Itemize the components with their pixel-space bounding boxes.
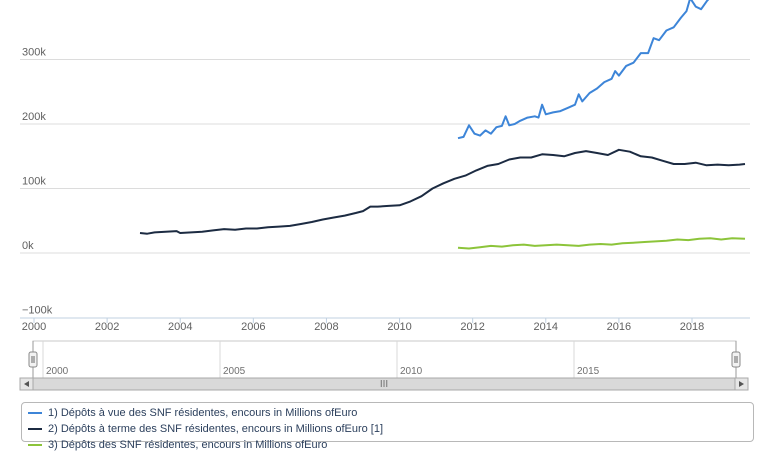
x-tick-label: 2012 xyxy=(460,321,484,333)
x-tick-label: 2010 xyxy=(387,321,411,333)
navigator-right-handle[interactable] xyxy=(731,351,741,368)
y-gridlines xyxy=(20,59,750,254)
y-tick-label: 200k xyxy=(22,111,46,123)
x-tick-label: 2014 xyxy=(534,321,558,333)
y-tick-label: 0k xyxy=(22,240,34,252)
navigator-left-handle[interactable] xyxy=(28,351,38,368)
navigator-label: 2015 xyxy=(577,366,600,377)
y-tick-label: 100k xyxy=(22,176,46,188)
series-lines xyxy=(139,0,746,250)
legend-item-3[interactable]: 3) Dépôts des SNF résidentes, encours in… xyxy=(28,439,327,453)
series-line-2[interactable] xyxy=(139,148,746,235)
navigator-label: 2010 xyxy=(400,366,423,377)
chart-svg: −100k 0k 100k 200k 300k 2000 2002 2004 2006 2008… xyxy=(19,0,750,391)
legend-swatch-1 xyxy=(28,412,42,415)
x-tick-label: 2018 xyxy=(680,321,704,333)
y-tick-label: −100k xyxy=(22,305,53,317)
series-line-1[interactable] xyxy=(457,0,718,140)
x-tick-label: 2000 xyxy=(22,321,46,333)
arrow-right-icon xyxy=(739,381,744,387)
legend-label-2: 2) Dépôts à terme des SNF résidentes, en… xyxy=(48,423,384,435)
scrollbar-grip: III xyxy=(380,379,388,390)
navigator[interactable]: 2000 2005 2010 2015 xyxy=(28,340,741,379)
legend-label-1: 1) Dépôts à vue des SNF résidentes, enco… xyxy=(48,407,358,419)
navigator-label: 2005 xyxy=(223,366,246,377)
legend-swatch-2 xyxy=(28,428,42,431)
legend-item-1[interactable]: 1) Dépôts à vue des SNF résidentes, enco… xyxy=(28,407,357,421)
x-tick-label: 2006 xyxy=(241,321,265,333)
legend-label-3: 3) Dépôts des SNF résidentes, encours in… xyxy=(48,439,328,451)
scroll-right-button[interactable] xyxy=(734,377,749,391)
x-tick-label: 2008 xyxy=(314,321,338,333)
arrow-left-icon xyxy=(24,381,29,387)
x-tick-label: 2004 xyxy=(168,321,192,333)
y-tick-labels: −100k 0k 100k 200k 300k xyxy=(22,47,53,317)
x-tick-label: 2016 xyxy=(607,321,631,333)
scroll-left-button[interactable] xyxy=(19,377,34,391)
navigator-frame xyxy=(32,340,737,379)
x-tick-labels: 2000 2002 2004 2006 2008 2010 2012 2014 2016 2018 xyxy=(22,318,704,333)
x-tick-label: 2002 xyxy=(95,321,119,333)
navigator-label: 2000 xyxy=(46,366,69,377)
legend: 1) Dépôts à vue des SNF résidentes, enco… xyxy=(21,402,754,451)
series-line-3[interactable] xyxy=(457,237,746,250)
legend-swatch-3 xyxy=(28,444,42,447)
y-tick-label: 300k xyxy=(22,47,46,59)
navigator-grid: 2000 2005 2010 2015 xyxy=(42,341,600,378)
legend-item-2[interactable]: 2) Dépôts à terme des SNF résidentes, en… xyxy=(28,423,383,437)
scrollbar[interactable]: III xyxy=(19,377,749,391)
